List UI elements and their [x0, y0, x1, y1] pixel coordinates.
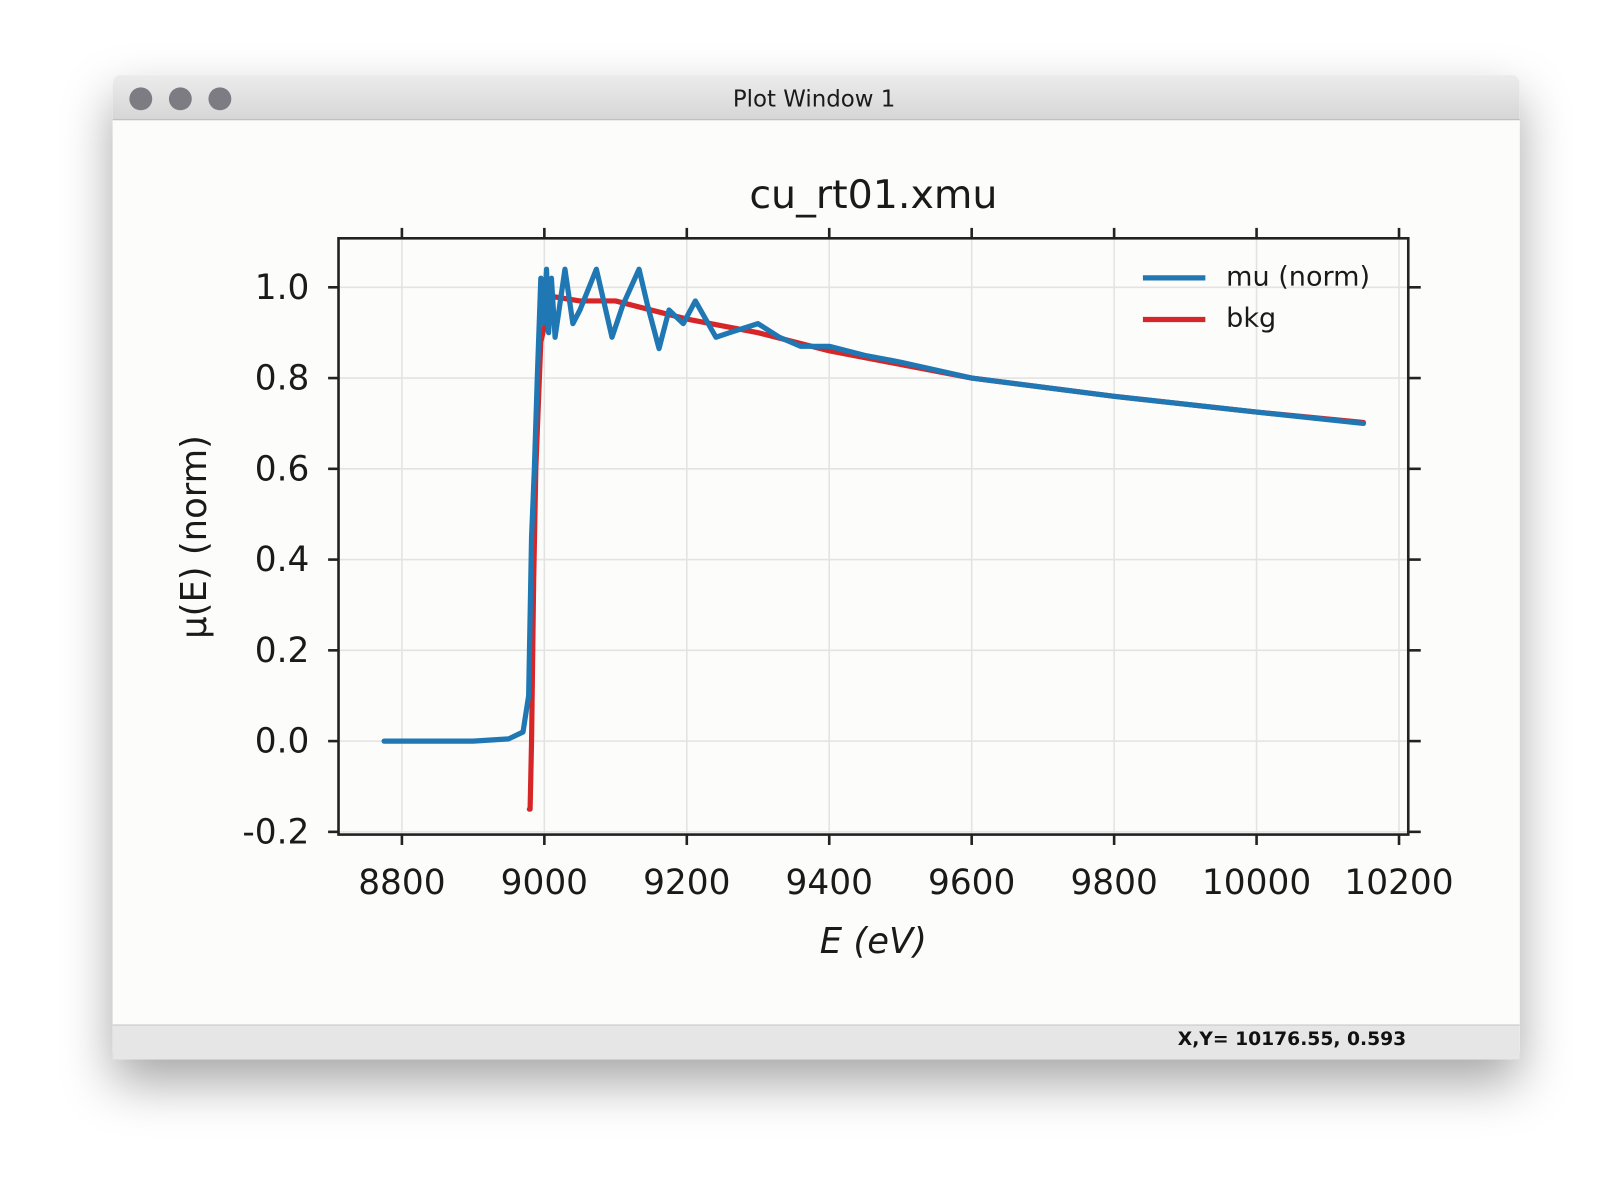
window-title: Plot Window 1: [733, 86, 895, 112]
status-bar: [112, 1025, 1520, 1060]
plot-area: 8800 9000 9200 9400 9600 9800 10000 10200 -0.2 0.…: [242, 227, 1454, 903]
x-tick-label: 9800: [1070, 863, 1157, 903]
window: [112, 74, 1520, 1060]
zoom-button[interactable]: [208, 87, 232, 111]
y-tick-label: 0.6: [255, 449, 310, 489]
x-tick-label: 9400: [786, 863, 873, 903]
y-tick-label: 1.0: [255, 268, 310, 308]
legend-label: bkg: [1226, 303, 1276, 334]
legend-label: mu (norm): [1226, 261, 1370, 292]
x-tick-label: 9200: [643, 863, 730, 903]
status-text: X,Y= 10176.55, 0.593: [1178, 1029, 1406, 1050]
title-bar: [112, 74, 1520, 120]
y-tick-label: 0.4: [255, 540, 310, 580]
axes-frame: [337, 237, 1410, 836]
x-tick-label: 8800: [358, 863, 445, 903]
minimize-button[interactable]: [168, 87, 192, 111]
y-tick-label: 0.0: [255, 722, 310, 762]
y-axis-label: μ(E) (norm): [174, 435, 215, 639]
data-line: [381, 266, 1367, 744]
close-button[interactable]: [129, 87, 153, 111]
x-axis-label: E (eV): [820, 921, 927, 962]
x-tick-label: 10000: [1202, 863, 1311, 903]
chart-title: cu_rt01.xmu: [749, 172, 997, 218]
x-tick-label: 9000: [501, 863, 588, 903]
y-tick-label: 0.8: [255, 359, 310, 399]
x-tick-label: 9600: [928, 863, 1015, 903]
x-tick-label: 10200: [1344, 863, 1453, 903]
y-tick-label: 0.2: [255, 631, 310, 671]
y-tick-label: -0.2: [242, 812, 309, 852]
